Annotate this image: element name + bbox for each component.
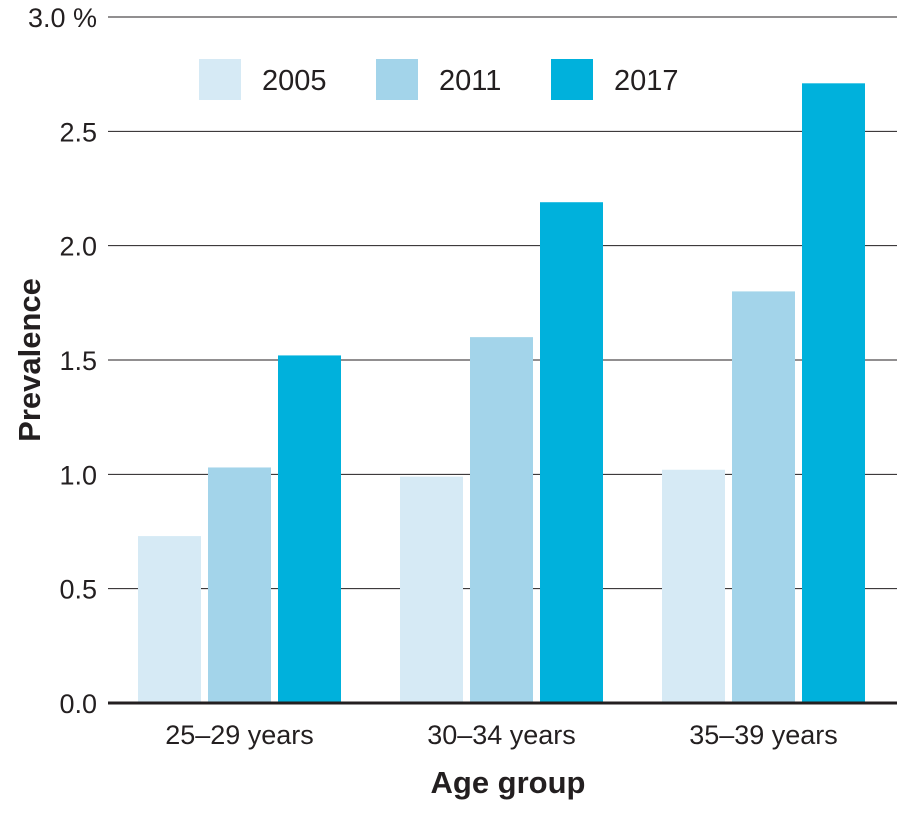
axes: 0.0 0.5 1.0 1.5 2.0 2.5 3.0 % 25–29 years 30–34 …	[28, 3, 897, 750]
bar-25-29-years-2011	[208, 467, 271, 703]
legend-swatch-2005	[199, 59, 241, 100]
bar-25-29-years-2017	[278, 355, 341, 703]
bar-30-34-years-2017	[540, 202, 603, 703]
x-tick-label: 35–39 years	[689, 720, 838, 750]
y-tick-label: 3.0 %	[28, 3, 97, 33]
legend-label-2011: 2011	[439, 65, 501, 97]
x-tick-label: 25–29 years	[165, 720, 314, 750]
bars	[138, 83, 865, 703]
legend-label-2017: 2017	[614, 65, 679, 97]
bar-35-39-years-2017	[802, 83, 865, 703]
legend-label-2005: 2005	[262, 65, 327, 97]
x-tick-label: 30–34 years	[427, 720, 576, 750]
y-tick-label: 1.0	[59, 460, 97, 490]
y-tick-label: 2.5	[59, 117, 97, 147]
x-axis-title: Age group	[431, 765, 586, 800]
legend: 2005 2011 2017	[199, 59, 679, 100]
bar-30-34-years-2005	[400, 476, 463, 703]
legend-swatch-2017	[551, 59, 593, 100]
y-tick-label: 0.0	[59, 689, 97, 719]
y-axis-title: Prevalence	[12, 278, 47, 442]
bar-25-29-years-2005	[138, 536, 201, 703]
y-tick-label: 0.5	[59, 575, 97, 605]
bar-30-34-years-2011	[470, 337, 533, 703]
y-tick-label: 1.5	[59, 346, 97, 376]
bar-35-39-years-2011	[732, 291, 795, 703]
legend-swatch-2011	[376, 59, 418, 100]
bar-35-39-years-2005	[662, 469, 725, 703]
y-tick-label: 2.0	[59, 232, 97, 262]
